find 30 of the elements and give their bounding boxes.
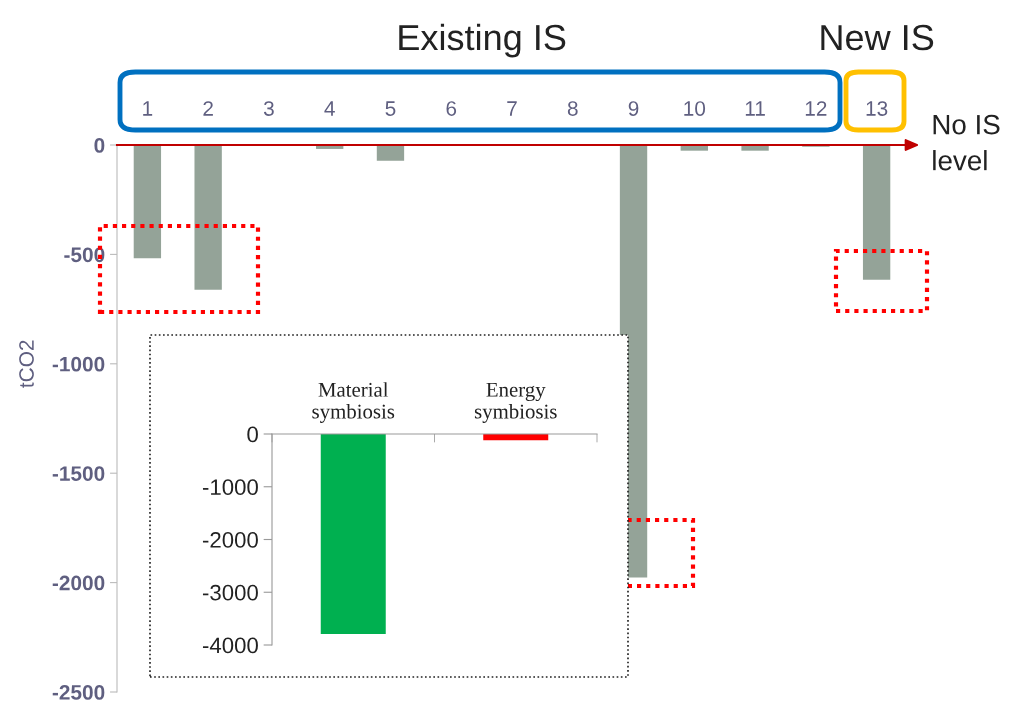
x-tick-label: 9	[628, 101, 639, 116]
x-tick-label: Energy symbiosis	[474, 382, 557, 423]
x-tick-label: 1	[143, 101, 153, 116]
x-tick-label: 5	[385, 101, 396, 116]
y-tick-label: -4000	[202, 637, 258, 654]
y-tick-label: -500	[64, 247, 105, 263]
x-tick-label: 6	[446, 101, 457, 116]
x-tick-label: Material symbiosis	[312, 382, 395, 423]
x-tick-label: 2	[203, 101, 213, 116]
x-tick-label: 11	[745, 101, 765, 116]
y-tick-label: -1000	[202, 479, 258, 496]
text: No IS level	[933, 114, 1000, 171]
x-tick-label: 13	[866, 101, 888, 116]
text: Existing IS	[399, 23, 566, 58]
x-tick-label: 3	[263, 101, 274, 116]
y-tick-label: -1000	[52, 356, 105, 372]
y-tick-label: -3000	[202, 584, 258, 601]
text: New IS	[821, 24, 934, 51]
y-tick-label: -1500	[52, 466, 105, 481]
y-axis-title: tCO2	[19, 340, 34, 388]
x-tick-label: 10	[684, 101, 706, 116]
x-tick-label: 4	[324, 101, 335, 116]
y-tick-label: -2500	[52, 685, 105, 700]
x-tick-label: 7	[507, 101, 517, 116]
y-tick-label: 0	[247, 426, 258, 443]
y-tick-label: 0	[94, 138, 105, 153]
x-tick-label: 8	[567, 101, 578, 116]
x-tick-label: 12	[805, 101, 827, 116]
y-tick-label: -2000	[52, 575, 105, 591]
y-tick-label: -2000	[202, 532, 258, 548]
